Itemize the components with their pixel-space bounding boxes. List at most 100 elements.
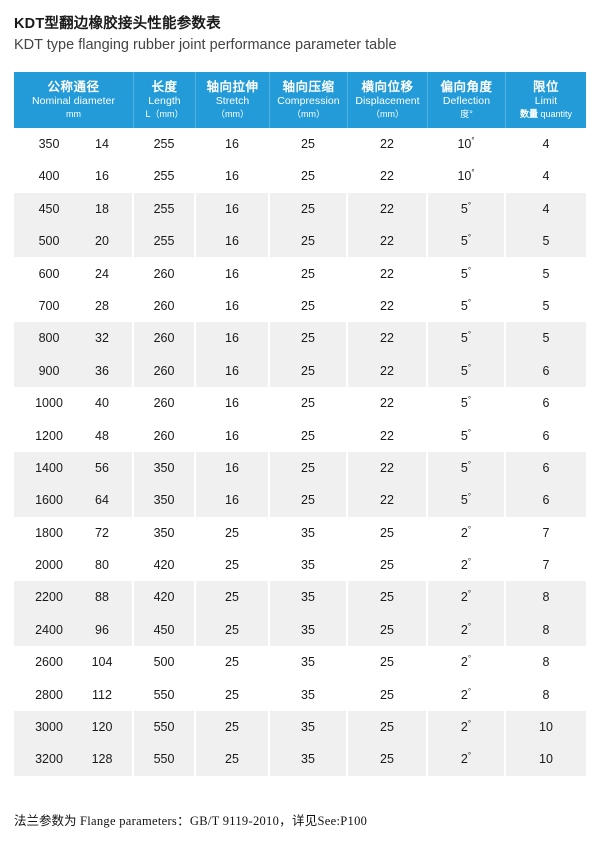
cell-limit-quantity: 5 xyxy=(506,257,586,290)
cell-nominal-diameter-secondary: 88 xyxy=(95,590,109,605)
cell-limit-quantity: 6 xyxy=(506,419,586,452)
column-header-limit-unit-en: quantity xyxy=(540,108,573,119)
cell-nominal-diameter: 700 28 xyxy=(14,289,134,323)
table-header: 公称通径 Nominal diameter mm 长度 Length L（mm）… xyxy=(14,72,586,128)
cell-deflection: 5° xyxy=(428,289,506,323)
degree-symbol-icon: ° xyxy=(467,330,472,340)
cell-nominal-diameter-secondary: 36 xyxy=(95,363,109,378)
cell-length: 420 xyxy=(134,548,196,582)
cell-deflection-value: 10° xyxy=(457,168,475,184)
cell-displacement: 22 xyxy=(348,322,428,355)
cell-nominal-diameter-value: 450 xyxy=(38,201,60,216)
cell-deflection-value: 5° xyxy=(460,265,472,281)
cell-nominal-diameter-secondary: 128 xyxy=(91,752,113,767)
cell-compression: 25 xyxy=(270,160,348,193)
cell-nominal-diameter: 900 36 xyxy=(14,354,134,387)
cell-length: 260 xyxy=(134,289,196,323)
cell-deflection: 10° xyxy=(428,127,506,161)
cell-length: 255 xyxy=(134,127,196,161)
cell-nominal-diameter: 350 14 xyxy=(14,127,134,161)
cell-nominal-diameter: 3200 128 xyxy=(14,743,134,776)
cell-displacement: 22 xyxy=(348,192,428,225)
cell-stretch: 16 xyxy=(196,419,270,452)
column-header-limit-unit-cn: 数量 xyxy=(519,108,538,119)
cell-nominal-diameter: 2600 104 xyxy=(14,646,134,679)
cell-compression: 35 xyxy=(270,613,348,647)
cell-displacement: 25 xyxy=(348,581,428,614)
cell-nominal-diameter-secondary: 32 xyxy=(95,331,109,346)
cell-length: 260 xyxy=(134,257,196,290)
page-title-chinese: KDT型翻边橡胶接头性能参数表 xyxy=(14,16,221,32)
table-header-row: 公称通径 Nominal diameter mm 长度 Length L（mm）… xyxy=(14,72,586,128)
cell-displacement: 22 xyxy=(348,289,428,323)
cell-displacement: 22 xyxy=(348,484,428,517)
column-header-deflection: 偏向角度 Deflection 度° xyxy=(428,72,506,128)
cell-nominal-diameter-value: 500 xyxy=(38,234,60,249)
cell-deflection-value: 2° xyxy=(460,654,472,670)
cell-nominal-diameter-secondary: 112 xyxy=(92,687,112,702)
cell-nominal-diameter: 1600 64 xyxy=(14,484,134,517)
table-row: 2800 112 550 25 35 25 2° 8 xyxy=(14,678,586,711)
cell-deflection-value: 2° xyxy=(460,556,472,573)
column-header-nominal-diameter-unit: mm xyxy=(66,108,81,119)
column-header-displacement-cn: 横向位移 xyxy=(361,80,414,94)
cell-length: 350 xyxy=(134,516,196,549)
cell-nominal-diameter: 2400 96 xyxy=(14,613,134,647)
degree-symbol-icon: ° xyxy=(467,589,472,599)
cell-stretch: 16 xyxy=(196,451,270,485)
cell-stretch: 16 xyxy=(196,257,270,290)
table-row: 1000 40 260 16 25 22 5° 6 xyxy=(14,386,586,420)
column-header-nominal-diameter-cn: 公称通径 xyxy=(47,80,100,94)
cell-deflection: 2° xyxy=(428,678,506,711)
cell-nominal-diameter-value: 1600 xyxy=(35,493,63,508)
cell-length: 350 xyxy=(134,451,196,485)
table-row: 2200 88 420 25 35 25 2° 8 xyxy=(14,581,586,614)
cell-nominal-diameter-value: 400 xyxy=(38,169,60,184)
cell-deflection: 5° xyxy=(428,386,506,420)
degree-symbol-icon: ° xyxy=(467,686,472,696)
cell-nominal-diameter-value: 2200 xyxy=(35,590,63,605)
cell-nominal-diameter-secondary: 24 xyxy=(95,266,109,281)
cell-nominal-diameter-secondary: 120 xyxy=(91,720,113,735)
table-row: 1600 64 350 16 25 22 5° 6 xyxy=(14,484,586,517)
cell-deflection-value: 2° xyxy=(460,718,472,735)
cell-limit-quantity: 8 xyxy=(506,646,586,679)
cell-deflection: 10° xyxy=(428,160,506,193)
degree-symbol-icon: ° xyxy=(467,654,472,664)
column-header-length-unit: L（mm） xyxy=(145,108,184,119)
cell-limit-quantity: 5 xyxy=(506,225,586,258)
column-header-compression-en: Compression xyxy=(277,95,340,107)
degree-symbol-icon: ° xyxy=(471,168,475,178)
cell-stretch: 25 xyxy=(196,581,270,614)
cell-deflection: 2° xyxy=(428,581,506,614)
cell-compression: 25 xyxy=(270,451,348,485)
table-row: 1800 72 350 25 35 25 2° 7 xyxy=(14,516,586,549)
column-header-length: 长度 Length L（mm） xyxy=(134,72,196,128)
cell-nominal-diameter-secondary: 20 xyxy=(95,234,109,249)
cell-nominal-diameter-value: 350 xyxy=(38,137,60,152)
cell-nominal-diameter-value: 2000 xyxy=(35,558,63,573)
cell-nominal-diameter: 2800 112 xyxy=(14,678,134,711)
cell-nominal-diameter-secondary: 64 xyxy=(95,493,109,508)
cell-limit-quantity: 8 xyxy=(506,678,586,711)
cell-length: 260 xyxy=(134,386,196,420)
cell-compression: 25 xyxy=(270,322,348,355)
cell-deflection: 5° xyxy=(428,225,506,258)
cell-length: 500 xyxy=(134,646,196,679)
degree-symbol-icon: ° xyxy=(467,492,472,502)
cell-stretch: 16 xyxy=(196,354,270,387)
cell-limit-quantity: 4 xyxy=(506,192,586,225)
cell-length: 255 xyxy=(134,225,196,258)
cell-length: 255 xyxy=(134,160,196,193)
cell-limit-quantity: 5 xyxy=(506,289,586,323)
cell-stretch: 25 xyxy=(196,710,270,744)
cell-deflection: 2° xyxy=(428,516,506,549)
cell-deflection: 5° xyxy=(428,419,506,452)
column-header-limit: 限位 Limit 数量 quantity xyxy=(506,72,586,128)
column-header-deflection-cn: 偏向角度 xyxy=(440,80,493,94)
column-header-limit-cn: 限位 xyxy=(532,80,559,94)
footer-note-cn-suffix: 详见See:P100 xyxy=(291,814,368,828)
cell-stretch: 25 xyxy=(196,613,270,647)
cell-compression: 25 xyxy=(270,484,348,517)
cell-displacement: 25 xyxy=(348,710,428,744)
